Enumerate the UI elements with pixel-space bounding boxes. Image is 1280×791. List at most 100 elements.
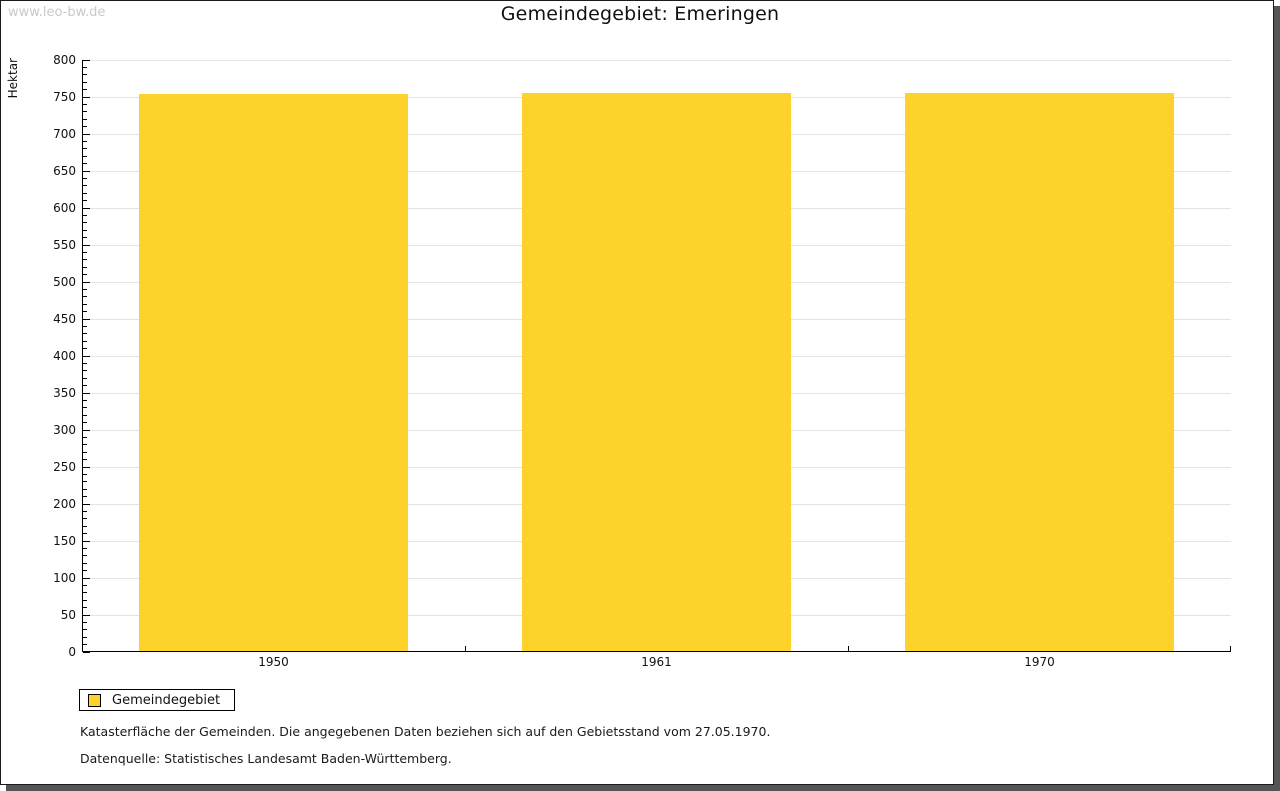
y-major-tick [83, 577, 90, 579]
y-minor-tick [83, 377, 87, 379]
y-tick-label: 350 [53, 386, 76, 400]
y-major-tick [83, 651, 90, 653]
y-minor-tick [83, 473, 87, 475]
y-minor-tick [83, 126, 87, 128]
y-minor-tick [83, 436, 87, 438]
y-axis-line [82, 60, 83, 652]
y-minor-tick [83, 74, 87, 76]
legend-box: Gemeindegebiet [79, 689, 236, 711]
y-major-tick [83, 392, 90, 394]
y-minor-tick [83, 155, 87, 157]
y-minor-tick [83, 570, 87, 572]
y-minor-tick [83, 296, 87, 298]
y-minor-tick [83, 237, 87, 239]
y-major-tick [83, 318, 90, 320]
y-minor-tick [83, 177, 87, 179]
y-minor-tick [83, 89, 87, 91]
y-minor-tick [83, 644, 87, 646]
y-minor-tick [83, 214, 87, 216]
y-minor-tick [83, 362, 87, 364]
y-minor-tick [83, 163, 87, 165]
x-axis-line [82, 651, 1231, 652]
y-minor-tick [83, 251, 87, 253]
x-category-label: 1950 [258, 655, 289, 669]
y-tick-label: 800 [53, 53, 76, 67]
y-minor-tick [83, 140, 87, 142]
y-minor-tick [83, 459, 87, 461]
y-minor-tick [83, 399, 87, 401]
y-minor-tick [83, 311, 87, 313]
y-tick-label: 250 [53, 460, 76, 474]
y-minor-tick [83, 81, 87, 83]
x-axis-tick [1230, 646, 1231, 651]
y-tick-label: 50 [60, 608, 76, 622]
y-tick-label: 700 [53, 127, 76, 141]
y-minor-tick [83, 348, 87, 350]
y-minor-tick [83, 592, 87, 594]
y-minor-tick [83, 325, 87, 327]
y-axis-tick-labels: 0 50 100 150 200 250 300 350 400 450 500 550 600 650 7… [0, 53, 76, 659]
footnote-source-note: Katasterfläche der Gemeinden. Die angege… [80, 724, 771, 739]
y-major-tick [83, 59, 90, 61]
legend-swatch [88, 693, 101, 707]
y-major-tick [83, 355, 90, 357]
y-minor-tick [83, 414, 87, 416]
y-minor-tick [83, 148, 87, 150]
y-major-tick [83, 614, 90, 616]
legend-label: Gemeindegebiet [112, 692, 221, 708]
footnote-data-source: Datenquelle: Statistisches Landesamt Bad… [80, 751, 452, 766]
x-category-label: 1961 [641, 655, 672, 669]
y-minor-tick [83, 266, 87, 268]
y-minor-tick [83, 636, 87, 638]
y-major-tick [83, 503, 90, 505]
y-minor-tick [83, 510, 87, 512]
y-tick-label: 200 [53, 497, 76, 511]
y-tick-label: 550 [53, 238, 76, 252]
y-minor-tick [83, 288, 87, 290]
y-minor-tick [83, 451, 87, 453]
gridline [83, 59, 1231, 61]
y-minor-tick [83, 481, 87, 483]
x-axis-tick [848, 646, 849, 651]
y-minor-tick [83, 525, 87, 527]
y-tick-label: 400 [53, 349, 76, 363]
y-major-tick [83, 429, 90, 431]
y-minor-tick [83, 621, 87, 623]
y-minor-tick [83, 103, 87, 105]
y-major-tick [83, 244, 90, 246]
watermark: www.leo-bw.de [8, 5, 106, 20]
bar-1961 [522, 92, 791, 651]
y-minor-tick [83, 444, 87, 446]
y-minor-tick [83, 222, 87, 224]
x-axis-tick [82, 646, 83, 651]
y-minor-tick [83, 385, 87, 387]
y-minor-tick [83, 274, 87, 276]
y-minor-tick [83, 185, 87, 187]
y-minor-tick [83, 229, 87, 231]
y-minor-tick [83, 192, 87, 194]
y-minor-tick [83, 547, 87, 549]
y-minor-tick [83, 333, 87, 335]
y-major-tick [83, 207, 90, 209]
y-minor-tick [83, 340, 87, 342]
y-minor-tick [83, 407, 87, 409]
y-minor-tick [83, 629, 87, 631]
bar-1950 [139, 94, 408, 651]
y-minor-tick [83, 599, 87, 601]
plot-area: 1950 1961 1970 [82, 59, 1231, 669]
y-major-tick [83, 170, 90, 172]
y-tick-label: 500 [53, 275, 76, 289]
y-major-tick [83, 540, 90, 542]
y-minor-tick [83, 584, 87, 586]
y-minor-tick [83, 118, 87, 120]
y-tick-label: 450 [53, 312, 76, 326]
y-minor-tick [83, 496, 87, 498]
y-minor-tick [83, 488, 87, 490]
chart-title: Gemeindegebiet: Emeringen [500, 3, 780, 25]
y-tick-label: 150 [53, 534, 76, 548]
y-major-tick [83, 466, 90, 468]
y-tick-label: 0 [68, 645, 76, 659]
y-minor-tick [83, 555, 87, 557]
x-axis-tick [465, 646, 466, 651]
y-minor-tick [83, 370, 87, 372]
